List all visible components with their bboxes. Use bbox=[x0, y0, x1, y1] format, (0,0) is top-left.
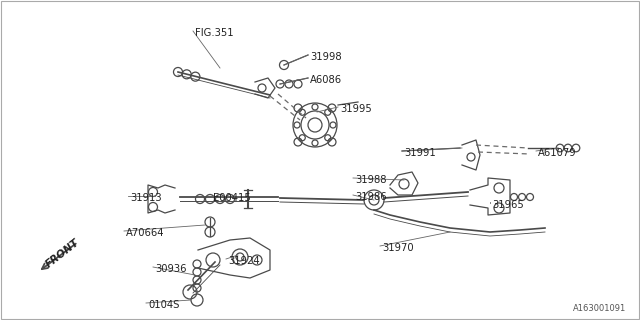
Text: A61079: A61079 bbox=[538, 148, 577, 158]
Text: FIG.351: FIG.351 bbox=[195, 28, 234, 38]
Text: A163001091: A163001091 bbox=[573, 304, 626, 313]
Text: 31924: 31924 bbox=[228, 256, 260, 266]
Text: 31965: 31965 bbox=[492, 200, 524, 210]
Text: A6086: A6086 bbox=[310, 75, 342, 85]
Text: 30936: 30936 bbox=[155, 264, 186, 274]
Text: 31986: 31986 bbox=[355, 192, 387, 202]
Text: 31991: 31991 bbox=[404, 148, 436, 158]
Text: A70664: A70664 bbox=[126, 228, 164, 238]
Text: 31998: 31998 bbox=[310, 52, 342, 62]
Text: 31913: 31913 bbox=[130, 193, 162, 203]
Text: 31995: 31995 bbox=[340, 104, 372, 114]
Text: 31988: 31988 bbox=[355, 175, 387, 185]
Text: FRONT: FRONT bbox=[44, 237, 82, 269]
Text: E00415: E00415 bbox=[213, 193, 251, 203]
Text: 0104S: 0104S bbox=[148, 300, 179, 310]
Text: 31970: 31970 bbox=[382, 243, 413, 253]
